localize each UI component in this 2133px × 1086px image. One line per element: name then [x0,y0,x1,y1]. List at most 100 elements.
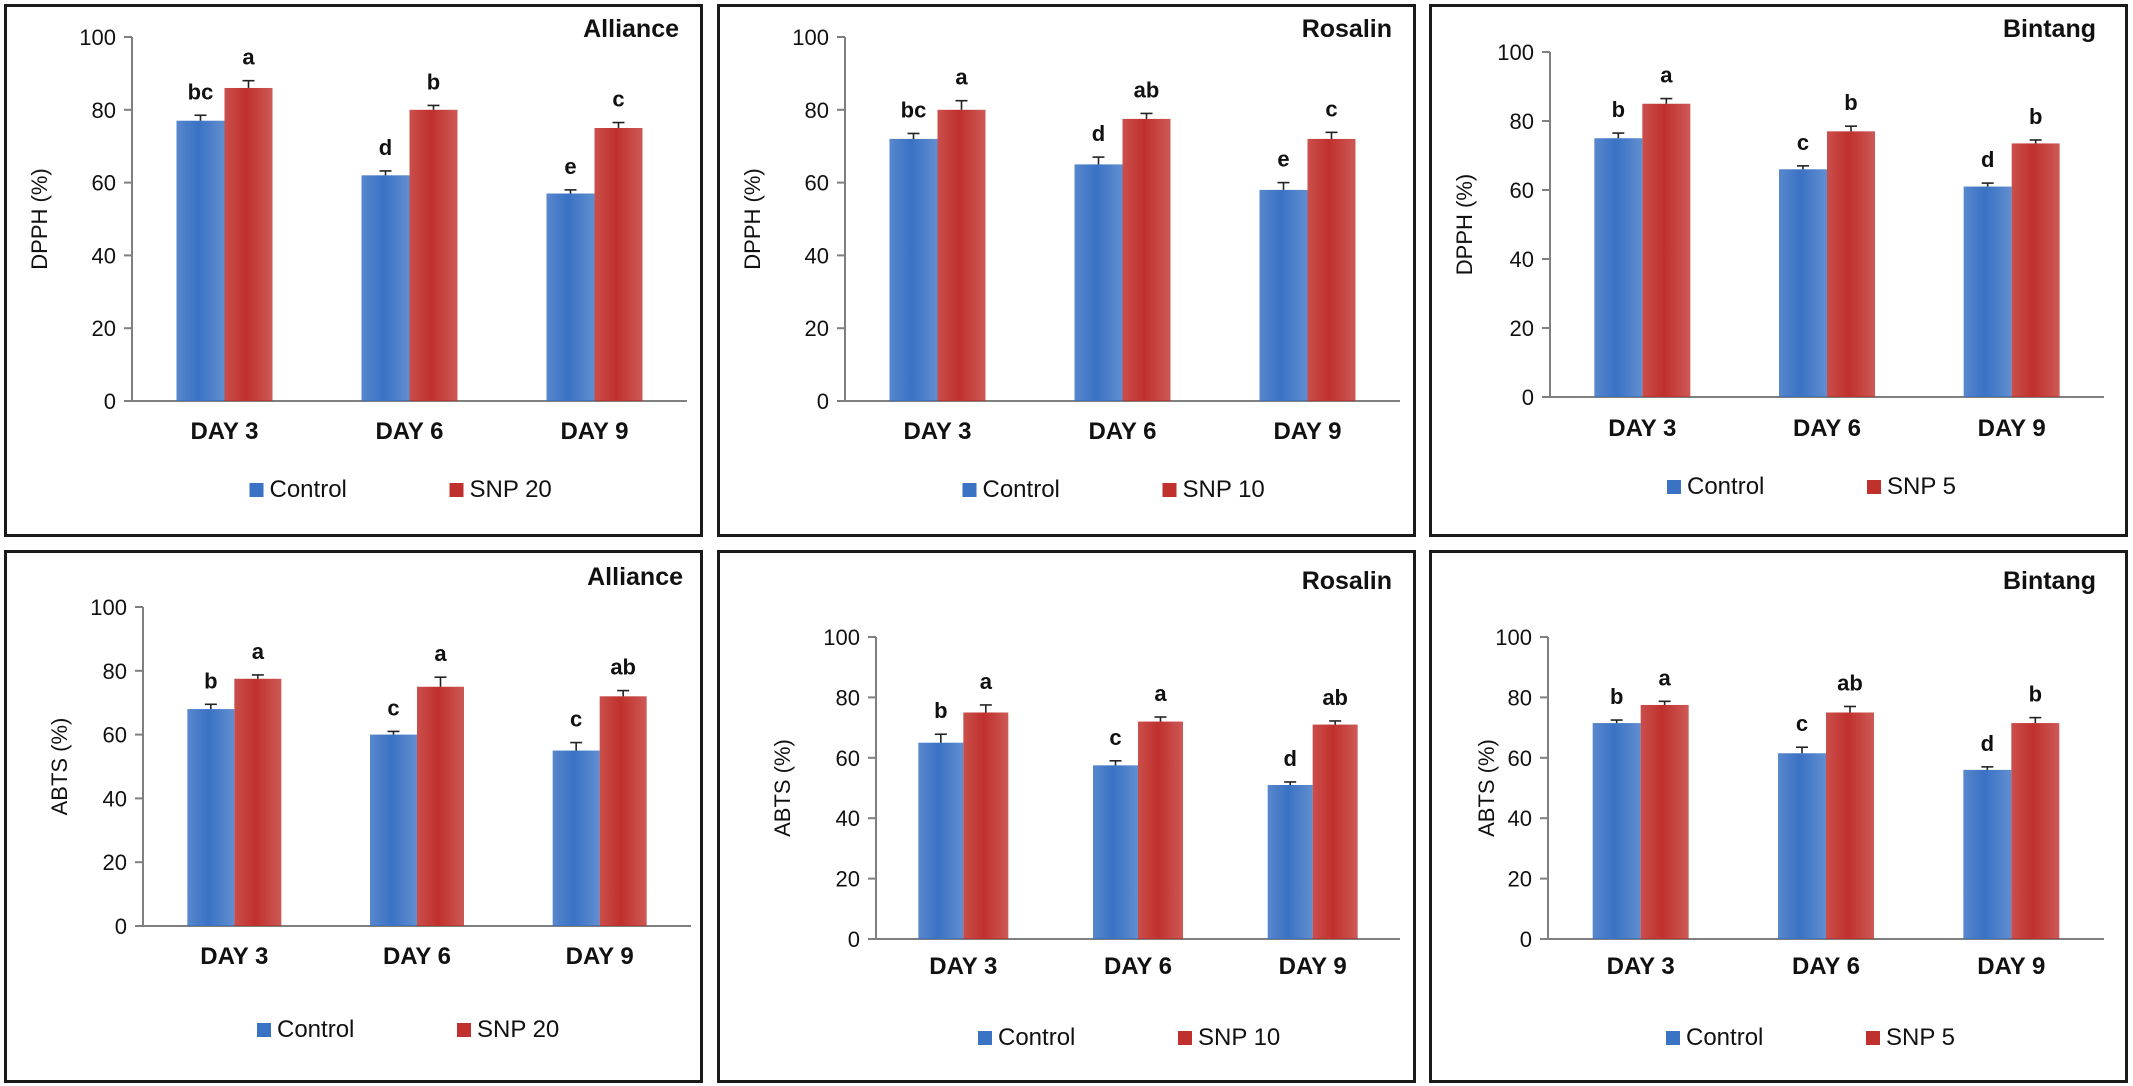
significance-letter: c [387,695,399,720]
legend-swatch [249,483,264,497]
y-tick-label: 80 [103,659,127,684]
chart-panel-dpph-bintang: 0 20 40 60 80 100 DPPH (%) Bintang b a DAY 3 c b DAY … [1429,4,2128,537]
legend-label: SNP 20 [470,476,552,503]
significance-letter: b [1844,90,1857,115]
y-tick-label: 40 [92,243,116,268]
legend-swatch [457,1023,471,1037]
bar-control-day-6 [1778,753,1826,939]
y-tick-label: 20 [92,316,116,341]
y-axis-label: ABTS (%) [1474,739,1499,837]
bar-snp-10-day-9 [1312,724,1358,939]
bar-control-day-3 [918,742,964,939]
bar-snp-10-day-6 [1138,721,1183,939]
bar-control-day-6 [361,175,410,401]
significance-letter: ab [1134,77,1160,102]
significance-letter: b [204,668,217,693]
chart-svg: 0 20 40 60 80 100 DPPH (%) Bintang b a DAY 3 c b DAY … [1452,15,2104,500]
significance-letter: ab [1837,670,1863,695]
x-category-label: DAY 9 [560,418,628,445]
y-tick-label: 0 [817,389,829,414]
legend-swatch [1178,1031,1192,1045]
chart-svg: 0 20 40 60 80 100 DPPH (%) Alliance bc a DAY 3 d b DA… [27,15,687,503]
chart-title: Bintang [2003,567,2096,595]
chart-title: Rosalin [1302,567,1392,595]
legend-label: SNP 20 [477,1016,559,1043]
bar-control-day-3 [176,120,225,401]
bar-snp-10-day-3 [963,712,1009,939]
legend-label: Control [1686,1024,1763,1051]
chart-panel-dpph-rosalin: 0 20 40 60 80 100 DPPH (%) Rosalin bc a DAY 3 d ab DA… [717,4,1416,537]
bar-control-day-3 [889,138,938,402]
significance-letter: b [1612,97,1625,122]
y-tick-label: 20 [805,316,829,341]
y-tick-label: 40 [103,786,127,811]
legend-swatch [1866,1031,1880,1045]
significance-letter: b [427,69,440,94]
significance-letter: b [2029,104,2042,129]
bar-snp-5-day-9 [2011,723,2060,939]
legend-label: SNP 10 [1198,1024,1280,1051]
significance-letter: d [1283,746,1296,771]
x-category-label: DAY 9 [1273,418,1341,445]
y-axis-label: ABTS (%) [47,718,72,816]
bar-control-day-9 [1259,189,1308,401]
significance-letter: c [570,707,582,732]
significance-letter: c [1109,725,1121,750]
significance-letter: d [1981,731,1994,756]
bar-snp-20-day-3 [234,678,282,926]
legend-swatch [1667,480,1681,494]
chart-title: Alliance [587,563,683,591]
y-tick-label: 20 [1510,316,1534,341]
x-category-label: DAY 3 [190,418,258,445]
significance-letter: bc [901,97,927,122]
x-category-label: DAY 6 [383,943,451,970]
y-tick-label: 40 [836,806,860,831]
significance-letter: b [1610,684,1623,709]
bar-snp-20-day-6 [409,109,458,402]
bar-control-day-3 [1592,723,1641,939]
legend-label: SNP 10 [1183,476,1265,503]
legend-label: SNP 5 [1886,1024,1955,1051]
significance-letter: e [564,154,576,179]
significance-letter: d [1981,147,1994,172]
significance-letter: bc [188,79,214,104]
significance-letter: a [980,669,993,694]
bar-control-day-9 [1267,784,1313,939]
y-tick-label: 40 [1510,247,1534,272]
y-axis-label: DPPH (%) [27,168,52,269]
x-category-label: DAY 3 [200,943,268,970]
y-tick-label: 0 [1522,385,1534,410]
y-tick-label: 20 [836,867,860,892]
significance-letter: a [1154,681,1167,706]
chart-panel-abts-bintang: 0 20 40 60 80 100 ABTS (%) Bintang b a DAY 3 c ab DAY… [1429,550,2128,1083]
bar-control-day-6 [1074,164,1123,401]
bar-control-day-3 [187,709,235,926]
x-category-label: DAY 6 [1088,418,1156,445]
significance-letter: a [252,639,265,664]
legend-label: Control [277,1016,354,1043]
bar-control-day-6 [370,734,417,926]
x-category-label: DAY 9 [566,943,634,970]
y-tick-label: 20 [1508,867,1532,892]
y-tick-label: 80 [836,685,860,710]
chart-svg: 0 20 40 60 80 100 ABTS (%) Bintang b a DAY 3 c ab DAY… [1474,567,2104,1051]
y-axis-label: DPPH (%) [1452,174,1477,275]
legend-swatch [449,483,464,497]
legend-swatch [257,1023,271,1037]
legend-swatch [1666,1031,1680,1045]
bar-snp-10-day-6 [1122,118,1171,402]
bar-snp-20-day-6 [417,686,464,926]
y-tick-label: 100 [1497,40,1534,65]
chart-panel-abts-alliance: 0 20 40 60 80 100 ABTS (%) Alliance b a DAY 3 c a DAY… [4,550,703,1083]
bar-control-day-9 [1963,769,2012,939]
bar-control-day-3 [1594,138,1643,397]
significance-letter: d [379,135,392,160]
y-tick-label: 100 [823,625,860,650]
significance-letter: b [2029,682,2042,707]
y-tick-label: 0 [848,927,860,952]
x-category-label: DAY 3 [1607,953,1675,980]
chart-svg: 0 20 40 60 80 100 ABTS (%) Alliance b a DAY 3 c a DAY… [47,563,691,1043]
x-category-label: DAY 6 [1792,953,1860,980]
x-category-label: DAY 9 [1279,953,1347,980]
significance-letter: a [955,65,968,90]
